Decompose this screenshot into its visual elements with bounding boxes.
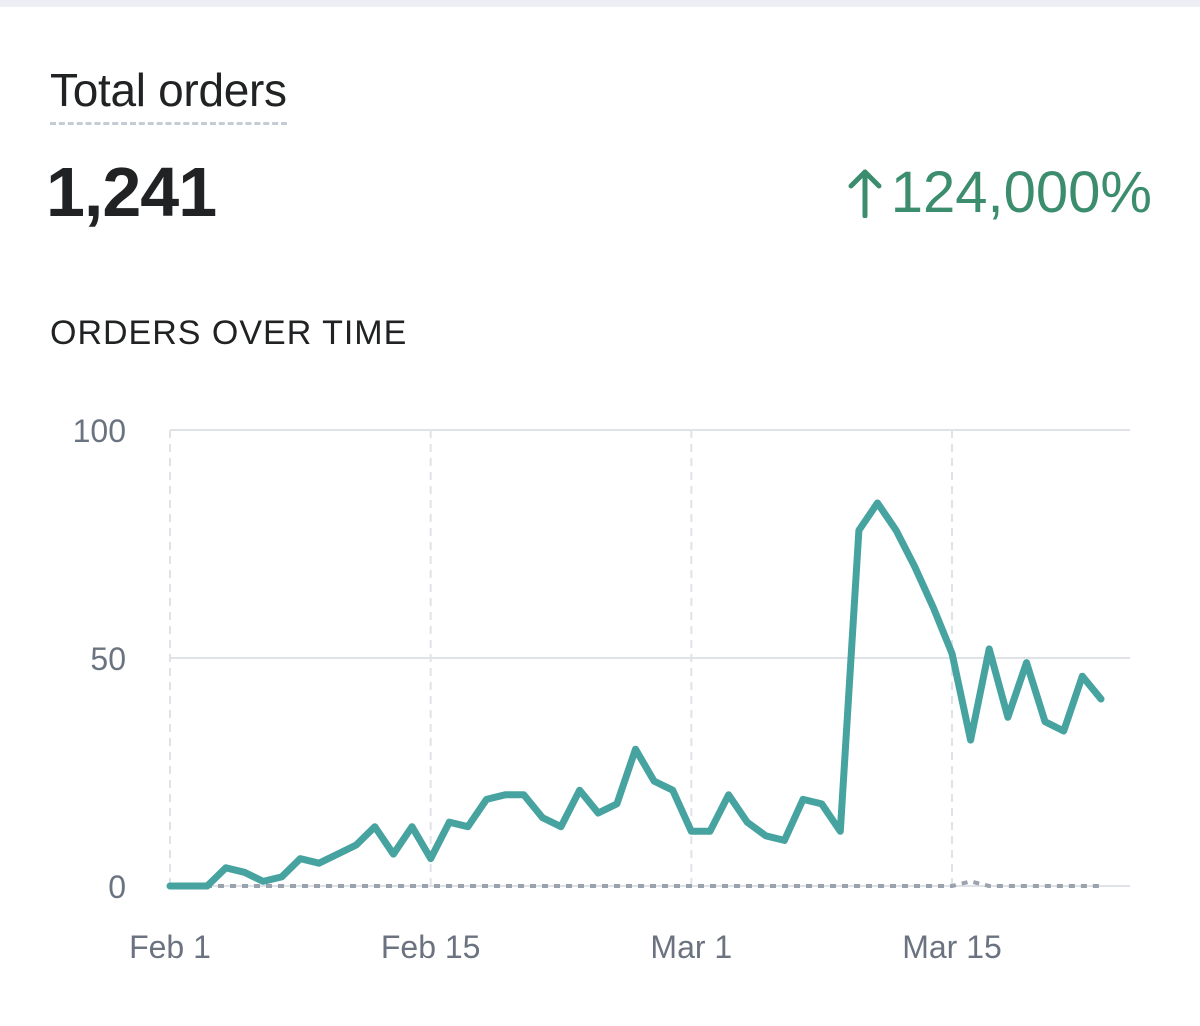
x-tick-label: Feb 15 [381, 929, 481, 965]
y-axis: 0 50 100 [73, 413, 126, 905]
change-percentage: 124,000% [890, 160, 1152, 225]
series-line-current [166, 499, 1105, 890]
orders-over-time-chart: 0 50 100 Feb 1 Feb 15 Mar 1 Mar 15 [73, 413, 1130, 965]
x-tick-label: Mar 1 [650, 929, 732, 965]
y-tick-label: 0 [108, 869, 126, 905]
x-tick-label: Feb 1 [129, 929, 211, 965]
card-title[interactable]: Total orders [50, 64, 287, 125]
y-tick-label: 50 [90, 641, 126, 677]
y-tick-label: 100 [73, 413, 126, 449]
x-axis: Feb 1 Feb 15 Mar 1 Mar 15 [129, 929, 1002, 965]
arrow-up-icon [848, 169, 882, 218]
card-top-border [0, 0, 1200, 7]
section-title: ORDERS OVER TIME [50, 314, 408, 352]
x-tick-label: Mar 15 [902, 929, 1002, 965]
chart-series [166, 499, 1105, 890]
total-orders-value: 1,241 [46, 153, 217, 231]
change-badge: 124,000% [847, 158, 1152, 228]
